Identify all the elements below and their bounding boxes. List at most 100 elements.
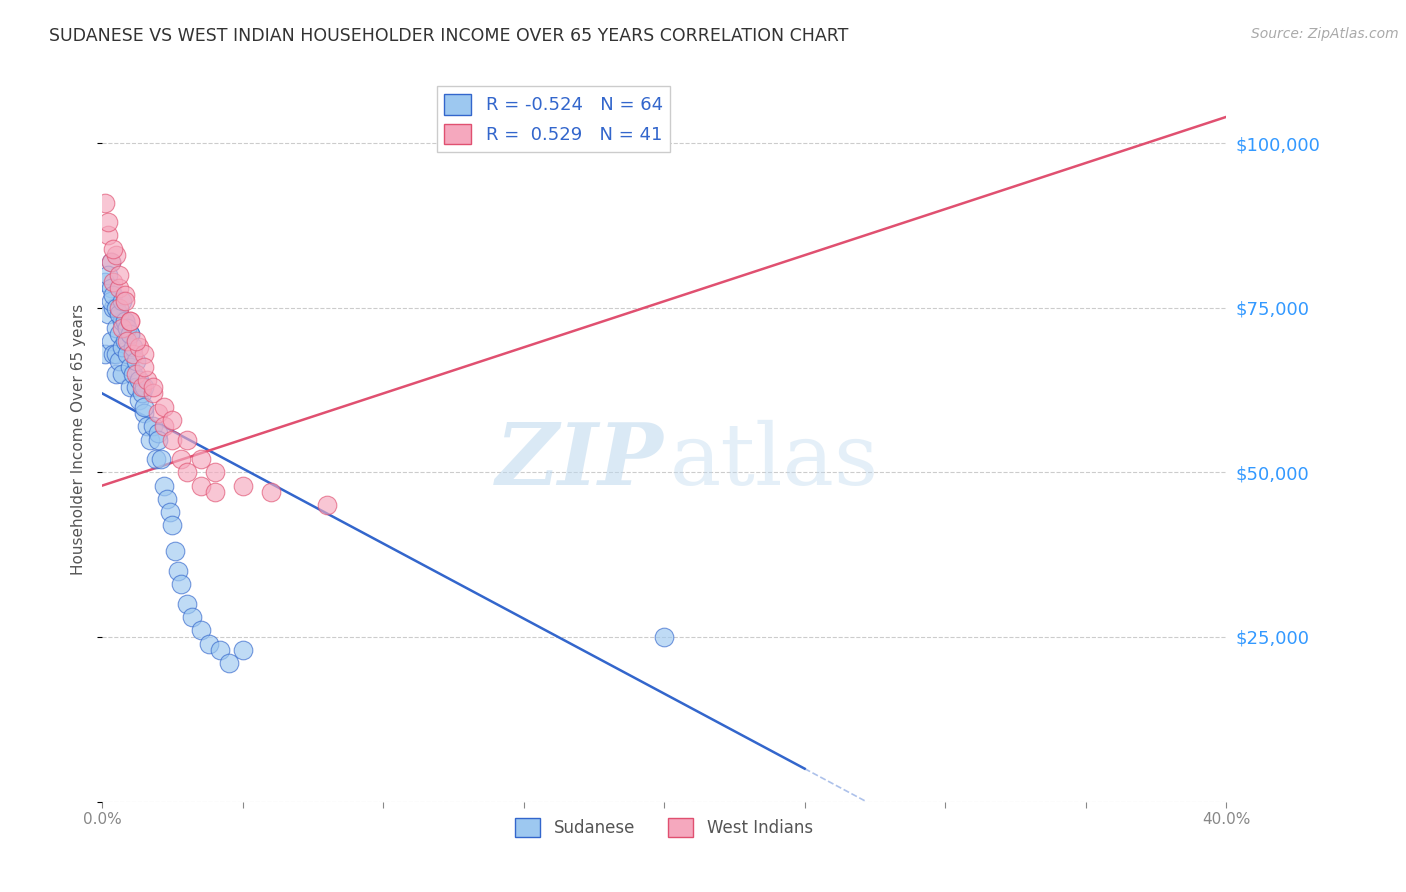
Point [316, 499, 339, 513]
Point [148, 425, 170, 440]
Point [114, 314, 136, 328]
Point [198, 637, 221, 651]
Point [128, 340, 150, 354]
Point [100, 294, 122, 309]
Point [103, 275, 125, 289]
Point [94, 275, 117, 289]
Point [134, 380, 156, 394]
Point [105, 347, 128, 361]
Point [176, 433, 198, 447]
Point [103, 242, 125, 256]
Point [105, 367, 128, 381]
Point [131, 386, 153, 401]
Text: SUDANESE VS WEST INDIAN HOUSEHOLDER INCOME OVER 65 YEARS CORRELATION CHART: SUDANESE VS WEST INDIAN HOUSEHOLDER INCO… [49, 27, 849, 45]
Point [218, 657, 240, 671]
Point [108, 307, 131, 321]
Point [136, 419, 159, 434]
Point [114, 294, 136, 309]
Point [117, 347, 139, 361]
Point [148, 433, 170, 447]
Point [162, 518, 184, 533]
Point [167, 564, 190, 578]
Point [103, 301, 125, 315]
Point [111, 367, 134, 381]
Point [176, 597, 198, 611]
Point [131, 380, 153, 394]
Point [142, 386, 165, 401]
Point [145, 452, 167, 467]
Point [120, 314, 142, 328]
Point [142, 380, 165, 394]
Point [142, 419, 165, 434]
Point [125, 367, 148, 381]
Point [176, 466, 198, 480]
Point [122, 347, 145, 361]
Point [100, 334, 122, 348]
Point [111, 340, 134, 354]
Point [120, 314, 142, 328]
Point [165, 544, 187, 558]
Point [162, 433, 184, 447]
Point [105, 320, 128, 334]
Point [148, 406, 170, 420]
Point [117, 320, 139, 334]
Point [97, 268, 120, 282]
Point [122, 367, 145, 381]
Point [94, 195, 117, 210]
Point [120, 327, 142, 342]
Point [139, 433, 162, 447]
Point [108, 281, 131, 295]
Point [170, 452, 193, 467]
Point [260, 485, 283, 500]
Point [103, 287, 125, 301]
Point [162, 413, 184, 427]
Point [114, 334, 136, 348]
Point [105, 248, 128, 262]
Point [159, 505, 181, 519]
Point [232, 478, 254, 492]
Point [108, 353, 131, 368]
Point [117, 320, 139, 334]
Legend: Sudanese, West Indians: Sudanese, West Indians [509, 812, 820, 844]
Point [108, 301, 131, 315]
Point [232, 643, 254, 657]
Point [204, 485, 226, 500]
Point [190, 452, 212, 467]
Point [120, 380, 142, 394]
Point [190, 624, 212, 638]
Point [122, 340, 145, 354]
Point [111, 320, 134, 334]
Point [204, 466, 226, 480]
Point [153, 478, 176, 492]
Point [97, 228, 120, 243]
Point [652, 630, 675, 644]
Point [150, 452, 173, 467]
Point [111, 314, 134, 328]
Point [100, 254, 122, 268]
Point [128, 392, 150, 407]
Point [108, 327, 131, 342]
Point [120, 360, 142, 375]
Point [128, 373, 150, 387]
Point [125, 334, 148, 348]
Point [108, 268, 131, 282]
Point [181, 610, 204, 624]
Text: ZIP: ZIP [496, 419, 664, 503]
Text: atlas: atlas [669, 419, 879, 503]
Point [120, 327, 142, 342]
Y-axis label: Householder Income Over 65 years: Householder Income Over 65 years [72, 304, 86, 575]
Point [156, 491, 179, 506]
Point [134, 360, 156, 375]
Point [190, 478, 212, 492]
Point [114, 314, 136, 328]
Point [134, 347, 156, 361]
Point [209, 643, 232, 657]
Point [105, 301, 128, 315]
Point [170, 577, 193, 591]
Point [125, 380, 148, 394]
Point [111, 294, 134, 309]
Text: Source: ZipAtlas.com: Source: ZipAtlas.com [1251, 27, 1399, 41]
Point [100, 254, 122, 268]
Point [153, 400, 176, 414]
Point [153, 419, 176, 434]
